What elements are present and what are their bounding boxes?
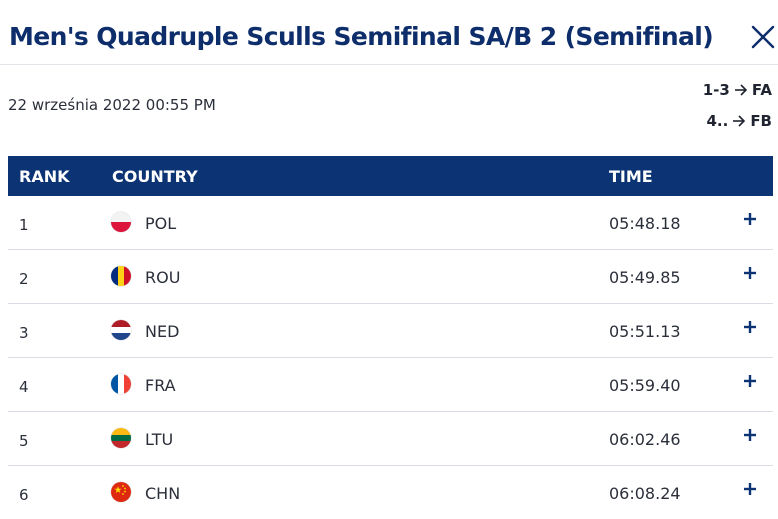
china-flag-icon [111,482,131,502]
netherlands-flag-icon [111,320,131,340]
country-cell: POL [145,214,177,233]
rank-cell: 4 [19,378,29,396]
rank-cell: 1 [19,216,29,234]
country-cell: CHN [145,484,181,503]
country-cell: LTU [145,430,174,449]
table-row[interactable]: 1 POL 05:48.18 [8,196,773,250]
rank-cell: 3 [19,324,29,342]
time-cell: 05:49.85 [609,268,681,287]
rank-cell: 6 [19,486,29,504]
country-cell: FRA [145,376,176,395]
expand-icon[interactable] [742,319,758,335]
progression-target: FB [750,112,772,130]
rank-cell: 5 [19,432,29,450]
france-flag-icon [111,374,131,394]
results-table: RANK COUNTRY TIME 1 POL 05:48.18 2 [8,156,773,519]
expand-icon[interactable] [742,427,758,443]
progression-rule: 4.. FB [706,112,772,130]
table-row[interactable]: 4 FRA 05:59.40 [8,358,773,412]
race-date: 22 września 2022 00:55 PM [8,96,216,114]
time-cell: 05:51.13 [609,322,681,341]
table-row[interactable]: 6 CHN 06:08.24 [8,466,773,519]
expand-icon[interactable] [742,373,758,389]
progression-range: 1-3 [702,81,730,99]
time-cell: 06:02.46 [609,430,681,449]
progression-range: 4.. [706,112,729,130]
table-header: RANK COUNTRY TIME [8,156,773,196]
romania-flag-icon [111,266,131,286]
column-header-time: TIME [609,167,653,186]
poland-flag-icon [111,212,131,232]
table-row[interactable]: 3 NED 05:51.13 [8,304,773,358]
lithuania-flag-icon [111,428,131,448]
dialog-header: Men's Quadruple Sculls Semifinal SA/B 2 … [0,0,778,65]
expand-icon[interactable] [742,481,758,497]
time-cell: 06:08.24 [609,484,681,503]
expand-icon[interactable] [742,211,758,227]
expand-icon[interactable] [742,265,758,281]
arrow-right-icon [732,114,746,128]
arrow-right-icon [734,83,748,97]
table-row[interactable]: 5 LTU 06:02.46 [8,412,773,466]
time-cell: 05:48.18 [609,214,681,233]
rank-cell: 2 [19,270,29,288]
column-header-rank: RANK [19,167,70,186]
progression-target: FA [751,81,772,99]
close-icon[interactable] [750,24,776,50]
table-row[interactable]: 2 ROU 05:49.85 [8,250,773,304]
column-header-country: COUNTRY [112,167,198,186]
country-cell: ROU [145,268,181,287]
page-title: Men's Quadruple Sculls Semifinal SA/B 2 … [9,22,714,51]
progression-rule: 1-3 FA [703,81,772,99]
country-cell: NED [145,322,180,341]
time-cell: 05:59.40 [609,376,681,395]
